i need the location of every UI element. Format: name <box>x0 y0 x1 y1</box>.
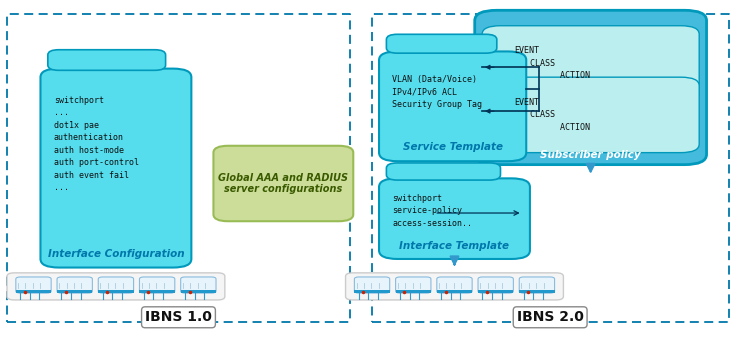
FancyBboxPatch shape <box>7 273 225 300</box>
Text: IBNS 2.0: IBNS 2.0 <box>517 310 584 324</box>
FancyBboxPatch shape <box>15 277 51 293</box>
Text: Service Template: Service Template <box>403 142 503 153</box>
FancyBboxPatch shape <box>355 277 390 293</box>
FancyBboxPatch shape <box>478 277 514 293</box>
FancyBboxPatch shape <box>482 26 699 101</box>
FancyBboxPatch shape <box>386 163 500 180</box>
FancyBboxPatch shape <box>396 290 431 293</box>
FancyBboxPatch shape <box>520 277 555 293</box>
FancyBboxPatch shape <box>437 277 473 293</box>
Text: switchport
...
dot1x pae
authentication
auth host-mode
auth port-control
auth ev: switchport ... dot1x pae authentication … <box>54 96 138 192</box>
FancyBboxPatch shape <box>379 51 526 161</box>
Text: Subscriber policy: Subscriber policy <box>540 150 641 160</box>
FancyBboxPatch shape <box>437 290 473 293</box>
FancyBboxPatch shape <box>482 77 699 153</box>
FancyBboxPatch shape <box>475 10 707 165</box>
FancyBboxPatch shape <box>213 146 353 221</box>
FancyBboxPatch shape <box>355 290 390 293</box>
FancyBboxPatch shape <box>57 277 93 293</box>
FancyBboxPatch shape <box>57 290 93 293</box>
FancyBboxPatch shape <box>379 178 530 259</box>
FancyBboxPatch shape <box>396 277 431 293</box>
Text: EVENT
   CLASS
         ACTION: EVENT CLASS ACTION <box>514 46 590 81</box>
Text: Interface Template: Interface Template <box>400 241 509 251</box>
FancyBboxPatch shape <box>140 290 174 293</box>
FancyBboxPatch shape <box>386 34 497 53</box>
Text: switchport
service-policy
access-session..: switchport service-policy access-session… <box>392 193 473 228</box>
Text: EVENT
   CLASS
         ACTION: EVENT CLASS ACTION <box>514 98 590 132</box>
FancyBboxPatch shape <box>180 290 216 293</box>
FancyBboxPatch shape <box>478 290 514 293</box>
Text: Interface Configuration: Interface Configuration <box>48 249 184 259</box>
Text: IBNS 1.0: IBNS 1.0 <box>145 310 212 324</box>
FancyBboxPatch shape <box>520 290 555 293</box>
Text: Global AAA and RADIUS
server configurations: Global AAA and RADIUS server configurati… <box>219 173 348 194</box>
FancyBboxPatch shape <box>40 69 191 268</box>
FancyBboxPatch shape <box>48 50 166 70</box>
Text: VLAN (Data/Voice)
IPv4/IPv6 ACL
Security Group Tag: VLAN (Data/Voice) IPv4/IPv6 ACL Security… <box>392 75 482 109</box>
FancyBboxPatch shape <box>99 277 134 293</box>
FancyBboxPatch shape <box>99 290 134 293</box>
FancyBboxPatch shape <box>15 290 51 293</box>
FancyBboxPatch shape <box>346 273 564 300</box>
FancyBboxPatch shape <box>180 277 216 293</box>
FancyBboxPatch shape <box>140 277 174 293</box>
